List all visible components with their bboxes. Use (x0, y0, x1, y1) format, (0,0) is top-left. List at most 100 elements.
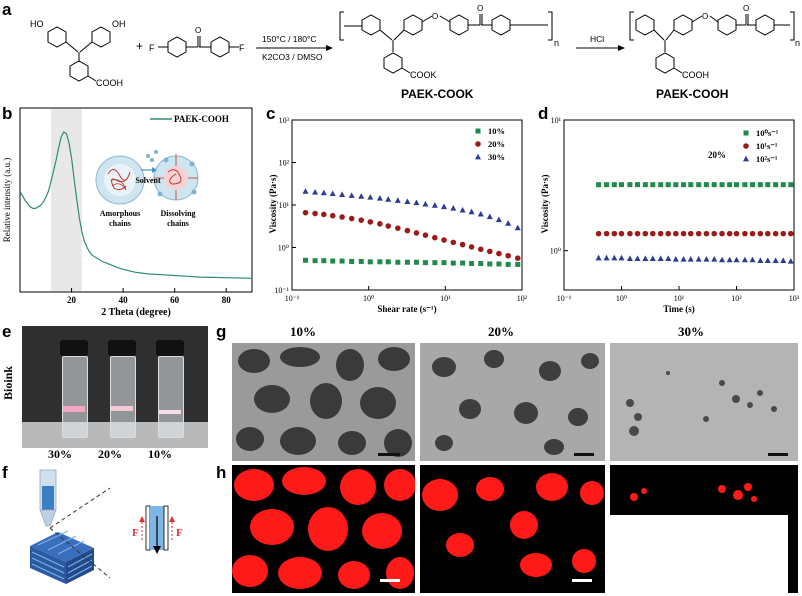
d-point (719, 256, 726, 263)
plus-sign: + (136, 39, 143, 53)
d-point (733, 256, 740, 263)
d-point (595, 230, 602, 237)
c-point (477, 246, 484, 253)
c-point (432, 260, 438, 266)
d-point (733, 230, 740, 237)
d-point (764, 230, 771, 237)
d-point (703, 230, 710, 237)
d-point (772, 230, 779, 237)
d-point (657, 230, 664, 237)
d-point (649, 230, 656, 237)
d-point (757, 257, 764, 263)
c-point (348, 215, 355, 222)
d-point (703, 182, 709, 188)
d-point (788, 230, 794, 237)
d-point (780, 257, 787, 263)
reaction-scheme: HO OH COOH + O F F 150°C / 180°C K2CO3 /… (30, 4, 800, 101)
inset-dissolving-label-2: chains (167, 219, 189, 228)
c-point (320, 189, 327, 196)
c-ytick-label: 10³ (279, 116, 290, 125)
c-point (477, 210, 484, 217)
vial-label-30: 30% (48, 447, 72, 461)
d-point (649, 255, 656, 261)
d-point (650, 182, 656, 188)
c-point (440, 203, 447, 210)
d-point (642, 182, 648, 188)
d-point (765, 182, 771, 188)
c-point (432, 234, 438, 241)
c-point (377, 221, 383, 227)
force-label-left: F (132, 527, 139, 539)
c-point (459, 206, 466, 213)
c-ytick-label: 10⁰ (278, 244, 289, 253)
d-point (634, 255, 641, 261)
panel-label-e: e (2, 322, 12, 341)
d-point (618, 230, 625, 237)
bioink-vials-photo (22, 326, 208, 448)
c-point (385, 223, 392, 229)
c-point (460, 260, 466, 266)
d-point (719, 230, 725, 237)
d-point (658, 182, 664, 188)
c-xtick-label: 10¹ (440, 294, 451, 303)
d-point (627, 182, 633, 188)
d-point (780, 230, 787, 237)
d-ytick-label: 10⁰ (550, 247, 561, 256)
d-point (687, 230, 694, 237)
d-point (727, 182, 733, 188)
d-point (726, 230, 733, 237)
c-point (302, 188, 309, 194)
c-point (505, 220, 512, 226)
viscosity-time-chart: 10⁻¹ 10⁰ 10¹ 10² 10³ 10⁰ 10¹ 10⁰s⁻¹ 10¹s⁻¹ 10²s⁻… (540, 116, 800, 314)
c-point (404, 198, 411, 205)
monomer-bisphenol (47, 26, 111, 82)
b-xtick-label: 60 (170, 295, 180, 305)
c-point (413, 230, 420, 236)
c-legend-marker (475, 128, 481, 134)
c-point (395, 259, 401, 265)
oh-left-text: HO (30, 19, 44, 29)
d-point (711, 256, 718, 262)
d-point (611, 182, 617, 188)
c-legend-label: 20% (488, 139, 505, 149)
sem-image-30 (610, 343, 798, 461)
c-point (385, 196, 392, 202)
c-point (441, 237, 447, 243)
d-point (742, 230, 748, 237)
c-point (468, 208, 475, 215)
d-point (757, 230, 764, 237)
d-point (772, 257, 779, 263)
c-point (367, 259, 373, 265)
panel-label-a: a (2, 0, 12, 19)
inset-amorphous-label-1: Amorphous (100, 209, 140, 218)
sem-image-10 (232, 343, 415, 461)
c-xlabel: Shear rate (s⁻¹) (377, 304, 436, 314)
c-point (312, 210, 318, 217)
d-legend-marker (743, 130, 749, 136)
nozzle-illustration (39, 469, 57, 527)
d-point (749, 230, 756, 237)
d-ytick-label: 10¹ (551, 116, 562, 125)
c-point (339, 258, 345, 264)
d-point (657, 255, 664, 261)
c-point (413, 259, 419, 265)
c-legend-marker (475, 153, 481, 160)
d-point (642, 255, 649, 261)
ether-o-1: O (432, 12, 438, 21)
c-point (514, 255, 521, 262)
d-point (665, 230, 672, 237)
force-label-right: F (176, 527, 183, 539)
d-point (665, 255, 672, 261)
sem-image-20 (420, 343, 605, 461)
c-legend-marker (475, 141, 481, 147)
c-point (413, 199, 420, 206)
d-point (788, 182, 794, 188)
c-point (422, 232, 429, 238)
polymer-cook-structure (339, 11, 553, 74)
d-point (611, 230, 618, 237)
c-point (487, 261, 493, 267)
xrd-chart: 20 40 60 80 Relative intensity (a.u.) 2 The… (2, 107, 253, 318)
c-ylabel: Viscosity (Pa·s) (268, 175, 278, 234)
d-point (680, 256, 687, 262)
